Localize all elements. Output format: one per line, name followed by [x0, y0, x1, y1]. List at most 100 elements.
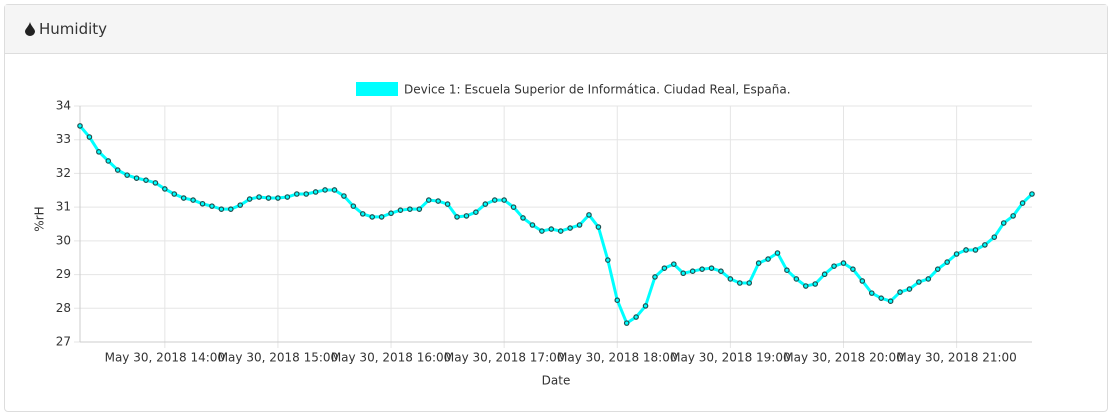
data-point — [784, 267, 790, 273]
data-point — [473, 209, 479, 216]
data-point — [303, 191, 310, 197]
data-point — [124, 172, 130, 178]
data-point — [897, 289, 903, 295]
data-point — [463, 213, 470, 219]
data-point — [906, 286, 913, 292]
y-tick-label: 33 — [56, 132, 71, 146]
data-point — [821, 271, 828, 278]
x-axis-label: Date — [542, 374, 571, 388]
data-point — [755, 260, 762, 266]
x-tick-label: May 30, 2018 21:00 — [896, 351, 1016, 365]
data-point — [567, 225, 573, 231]
data-point — [671, 261, 677, 267]
data-point — [190, 197, 196, 203]
data-point — [312, 189, 319, 195]
data-point — [341, 193, 347, 199]
x-tick-label: May 30, 2018 19:00 — [670, 351, 790, 365]
data-point — [868, 290, 875, 296]
x-tick-label: May 30, 2018 14:00 — [105, 351, 225, 365]
legend-swatch — [356, 82, 398, 96]
data-point — [1019, 200, 1026, 206]
y-tick-label: 34 — [56, 99, 71, 113]
data-point — [916, 279, 922, 285]
data-point — [162, 186, 168, 192]
data-point — [256, 194, 262, 200]
data-point — [378, 214, 385, 220]
data-point — [887, 298, 894, 305]
data-point — [388, 210, 394, 217]
data-point — [293, 191, 300, 197]
data-point — [718, 268, 724, 275]
data-point — [77, 123, 83, 129]
data-point — [802, 283, 809, 289]
data-point — [793, 276, 800, 282]
data-point — [265, 195, 272, 201]
data-point — [925, 276, 932, 282]
data-point — [708, 265, 715, 271]
data-point — [246, 196, 253, 202]
y-tick-label: 31 — [56, 200, 71, 214]
data-point — [322, 187, 328, 193]
drop-icon — [25, 22, 35, 36]
data-point — [501, 197, 507, 203]
data-point — [812, 281, 819, 287]
data-point — [850, 266, 856, 272]
data-point — [737, 280, 743, 286]
data-point — [963, 247, 969, 253]
data-point — [425, 197, 432, 203]
data-point — [416, 206, 423, 212]
data-point — [972, 247, 979, 253]
y-tick-label: 28 — [56, 301, 71, 315]
data-point — [275, 195, 281, 201]
data-point — [1000, 220, 1007, 226]
data-point — [859, 278, 866, 284]
x-tick-label: May 30, 2018 16:00 — [331, 351, 451, 365]
data-point — [152, 180, 159, 186]
data-point — [878, 295, 884, 301]
data-point — [991, 234, 998, 240]
data-point — [454, 214, 460, 220]
data-point — [520, 215, 526, 221]
data-point — [407, 206, 413, 212]
data-point — [510, 204, 517, 210]
data-point — [350, 203, 357, 209]
data-point — [944, 259, 950, 265]
panel-header: Humidity — [5, 5, 1107, 54]
data-point — [746, 280, 753, 286]
data-point — [435, 198, 441, 204]
data-point — [1029, 191, 1035, 197]
panel: Humidity — [4, 4, 1108, 412]
data-point — [1010, 213, 1016, 219]
data-point — [605, 257, 611, 263]
data-point — [199, 200, 206, 207]
data-point — [953, 251, 960, 257]
data-point — [982, 242, 988, 248]
data-point — [180, 195, 187, 201]
data-point — [934, 266, 941, 272]
data-point — [143, 177, 149, 183]
data-point — [539, 228, 545, 234]
y-axis-label: %rH — [33, 206, 47, 231]
data-point — [86, 134, 93, 140]
data-point — [218, 206, 225, 212]
data-point — [444, 201, 451, 207]
data-point — [369, 214, 375, 220]
data-point — [614, 297, 621, 303]
y-tick-label: 30 — [56, 233, 71, 247]
data-point — [171, 191, 178, 197]
panel-title: Humidity — [39, 20, 108, 38]
data-point — [642, 303, 649, 309]
data-point — [397, 207, 404, 213]
data-point — [586, 212, 592, 218]
data-point — [114, 167, 121, 173]
series-line — [78, 124, 1034, 326]
data-point — [680, 270, 687, 277]
data-point — [359, 211, 366, 217]
data-point — [491, 197, 498, 203]
x-tick-label: May 30, 2018 20:00 — [783, 351, 903, 365]
data-point — [633, 314, 639, 320]
data-point — [228, 206, 234, 212]
data-point — [548, 226, 555, 232]
data-point — [133, 175, 140, 181]
